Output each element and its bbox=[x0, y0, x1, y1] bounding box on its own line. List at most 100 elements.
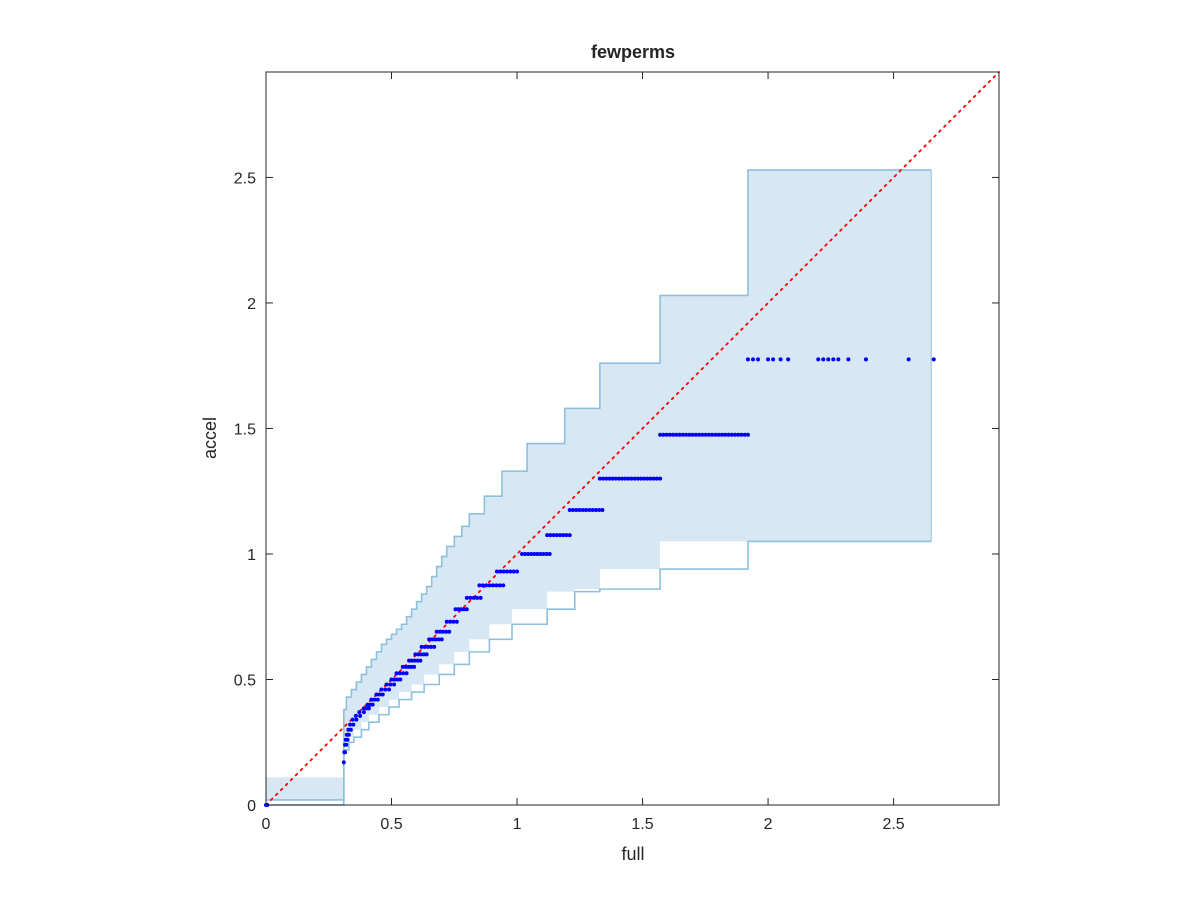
data-points bbox=[264, 357, 936, 807]
data-point bbox=[413, 652, 418, 657]
data-point bbox=[680, 432, 685, 437]
data-point bbox=[567, 508, 572, 513]
data-point bbox=[600, 508, 605, 513]
data-point bbox=[418, 658, 423, 663]
data-point bbox=[464, 595, 469, 600]
data-point bbox=[703, 432, 708, 437]
data-point bbox=[478, 595, 483, 600]
data-point bbox=[429, 644, 434, 649]
data-point bbox=[346, 732, 351, 737]
data-point bbox=[432, 644, 437, 649]
data-point bbox=[645, 476, 650, 481]
data-point bbox=[377, 692, 382, 697]
data-point bbox=[535, 551, 540, 556]
data-point bbox=[716, 432, 721, 437]
data-point bbox=[639, 476, 644, 481]
data-point bbox=[398, 677, 403, 682]
data-point bbox=[520, 551, 525, 556]
data-point bbox=[412, 664, 417, 669]
data-point bbox=[437, 629, 442, 634]
data-point bbox=[444, 629, 449, 634]
data-point bbox=[389, 677, 394, 682]
data-point bbox=[739, 432, 744, 437]
data-point bbox=[427, 637, 432, 642]
data-point bbox=[480, 583, 485, 588]
data-point bbox=[700, 432, 705, 437]
y-tick-label: 2 bbox=[247, 296, 256, 313]
data-point bbox=[434, 629, 439, 634]
x-tick-label: 2 bbox=[764, 816, 773, 833]
data-point bbox=[407, 658, 412, 663]
data-point bbox=[484, 583, 489, 588]
data-point bbox=[626, 476, 631, 481]
data-point bbox=[419, 652, 424, 657]
data-point bbox=[648, 476, 653, 481]
data-point bbox=[348, 727, 353, 732]
data-point bbox=[642, 476, 647, 481]
y-tick-label: 2.5 bbox=[234, 170, 256, 187]
data-point bbox=[831, 357, 836, 362]
data-point bbox=[671, 432, 676, 437]
data-point bbox=[846, 357, 851, 362]
data-point bbox=[541, 551, 546, 556]
data-point bbox=[494, 569, 499, 574]
data-point bbox=[370, 702, 375, 707]
y-axis-label: accel bbox=[200, 417, 220, 459]
data-point bbox=[816, 357, 821, 362]
x-tick-label: 1.5 bbox=[631, 816, 653, 833]
data-point bbox=[658, 476, 663, 481]
data-point bbox=[629, 476, 634, 481]
data-point bbox=[498, 569, 503, 574]
data-point bbox=[544, 551, 549, 556]
x-tick-label: 0 bbox=[262, 816, 271, 833]
data-point bbox=[745, 432, 750, 437]
data-point bbox=[430, 637, 435, 642]
data-point bbox=[453, 607, 458, 612]
data-point bbox=[706, 432, 711, 437]
data-point bbox=[379, 687, 384, 692]
band-lower-edge bbox=[266, 540, 932, 806]
data-point bbox=[392, 682, 397, 687]
data-point bbox=[684, 432, 689, 437]
data-point bbox=[491, 583, 496, 588]
data-point bbox=[425, 644, 430, 649]
data-point bbox=[388, 682, 393, 687]
data-point bbox=[380, 692, 385, 697]
data-point bbox=[372, 697, 377, 702]
data-point bbox=[404, 671, 409, 676]
data-point bbox=[395, 677, 400, 682]
data-point bbox=[697, 432, 702, 437]
data-point bbox=[358, 713, 363, 718]
data-point bbox=[343, 750, 348, 755]
data-point bbox=[607, 476, 612, 481]
data-point bbox=[456, 607, 461, 612]
data-point bbox=[497, 583, 502, 588]
data-point bbox=[504, 569, 509, 574]
x-axis-label: full bbox=[621, 844, 644, 864]
data-point bbox=[448, 619, 453, 624]
data-point bbox=[475, 595, 480, 600]
data-point bbox=[494, 583, 499, 588]
data-point bbox=[394, 671, 399, 676]
data-point bbox=[863, 357, 868, 362]
data-point bbox=[771, 357, 776, 362]
data-point bbox=[750, 357, 755, 362]
reference-line bbox=[265, 71, 1000, 806]
data-point bbox=[690, 432, 695, 437]
data-point bbox=[451, 619, 456, 624]
data-point bbox=[766, 357, 771, 362]
data-point bbox=[487, 583, 492, 588]
axes-box bbox=[265, 71, 1000, 806]
data-point bbox=[538, 551, 543, 556]
data-point bbox=[778, 357, 783, 362]
data-point bbox=[732, 432, 737, 437]
data-point bbox=[713, 432, 718, 437]
data-point bbox=[440, 629, 445, 634]
data-point bbox=[551, 533, 556, 538]
data-point bbox=[387, 687, 392, 692]
data-point bbox=[400, 664, 405, 669]
data-point bbox=[444, 619, 449, 624]
data-point bbox=[384, 682, 389, 687]
data-point bbox=[677, 432, 682, 437]
